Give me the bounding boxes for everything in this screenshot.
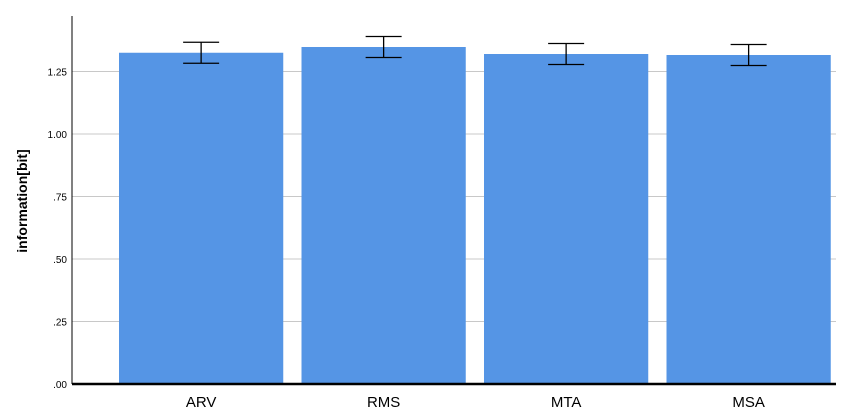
y-tick-label: 1.25 [48, 68, 68, 79]
error-bar-arv [183, 41, 220, 64]
error-bar-msa [730, 43, 767, 67]
error-bars [183, 35, 767, 67]
y-tick-label: .25 [53, 318, 67, 329]
bar-msa [666, 55, 831, 384]
y-tick-label: .50 [53, 255, 67, 266]
error-bar-rms [365, 35, 402, 59]
x-tick-label-rms: RMS [367, 394, 400, 411]
bar-mta [484, 54, 649, 384]
x-tick-label-mta: MTA [551, 394, 582, 411]
error-bar-mta [548, 42, 585, 66]
y-tick-labels: .00 .25 .50 .75 1.00 1.25 [48, 68, 68, 392]
y-tick-label: .00 [53, 380, 67, 391]
y-tick-label: 1.00 [48, 130, 68, 141]
axes [71, 16, 836, 386]
x-tick-labels: ARV RMS MTA MSA [186, 394, 765, 411]
y-axis-label: information[bit] [14, 149, 30, 252]
bars [119, 47, 831, 384]
x-tick-label-msa: MSA [732, 394, 765, 411]
x-tick-label-arv: ARV [186, 394, 217, 411]
bar-arv [119, 52, 284, 384]
y-tick-label: .75 [53, 193, 67, 204]
bar-rms [301, 47, 466, 384]
